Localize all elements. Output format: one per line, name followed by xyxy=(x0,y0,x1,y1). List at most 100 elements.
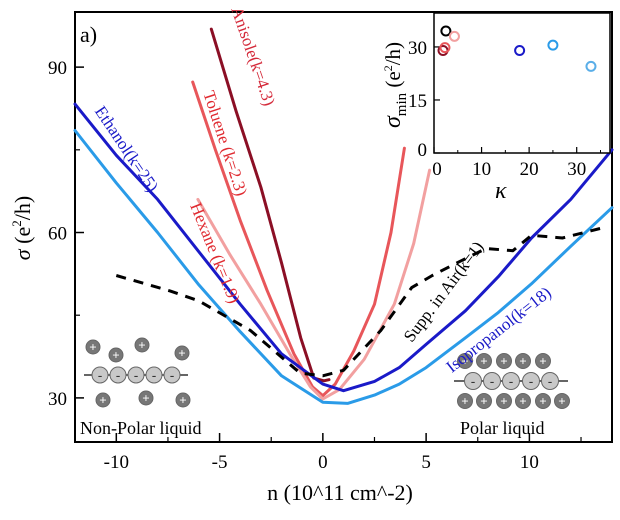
negative-ion-icon: - xyxy=(127,366,145,384)
ion-circle xyxy=(174,345,190,361)
inset-y-tick-label: 30 xyxy=(408,38,427,59)
series-line-4 xyxy=(73,129,614,405)
ion-sign: + xyxy=(461,394,468,409)
inset-point-3 xyxy=(448,30,460,42)
ion-sign: + xyxy=(138,338,145,353)
ion-sign: + xyxy=(519,394,526,409)
ion-circle xyxy=(476,393,492,409)
negative-ion-icon: - xyxy=(464,372,482,390)
ion-sign: - xyxy=(548,374,552,389)
inset-y-tick-label: 0 xyxy=(418,140,428,161)
ion-sign: - xyxy=(98,368,102,383)
ion-circle xyxy=(541,372,559,390)
ion-circle xyxy=(535,353,551,369)
inset-x-tick-label: 10 xyxy=(472,159,491,180)
inset-x-tick-label: 0 xyxy=(432,159,442,180)
ion-circle xyxy=(457,393,473,409)
positive-ion-icon: + xyxy=(85,339,101,355)
positive-ion-icon: + xyxy=(175,392,191,408)
negative-ion-icon: - xyxy=(483,372,501,390)
ion-sign: + xyxy=(539,354,546,369)
negative-ion-icon: - xyxy=(163,366,181,384)
ion-sign: - xyxy=(490,374,494,389)
ion-sign: + xyxy=(480,394,487,409)
positive-ion-icon: + xyxy=(174,345,190,361)
ion-sign: + xyxy=(461,354,468,369)
positive-ion-icon: + xyxy=(496,353,512,369)
y-tick-label: 90 xyxy=(48,58,67,79)
y-tick-label: 60 xyxy=(48,224,67,245)
negative-ion-icon: - xyxy=(522,372,540,390)
positive-ion-icon: + xyxy=(108,347,124,363)
x-tick-label: 0 xyxy=(318,452,328,473)
positive-ion-icon: + xyxy=(138,390,154,406)
negative-ion-icon: - xyxy=(145,366,163,384)
ion-circle xyxy=(515,393,531,409)
negative-ion-icon: - xyxy=(109,366,127,384)
inset-point-0 xyxy=(440,25,452,37)
ion-circle xyxy=(535,393,551,409)
ion-circle xyxy=(554,393,570,409)
ion-circle xyxy=(496,353,512,369)
inset-x-tick-label: 20 xyxy=(520,159,539,180)
panel-label: a) xyxy=(80,22,97,47)
ion-circle xyxy=(163,366,181,384)
ion-sign: - xyxy=(471,374,475,389)
positive-ion-icon: + xyxy=(515,353,531,369)
ion-sign: + xyxy=(89,340,96,355)
y-tick-label: 30 xyxy=(48,389,67,410)
positive-ion-icon: + xyxy=(554,393,570,409)
series-line-1 xyxy=(191,80,406,398)
ion-circle xyxy=(483,372,501,390)
x-tick-label: -10 xyxy=(104,452,129,473)
positive-ion-icon: + xyxy=(95,392,111,408)
ion-circle xyxy=(91,366,109,384)
x-axis-title: n (10^11 cm^-2) xyxy=(267,480,413,505)
inset-y-tick-label: 15 xyxy=(408,91,427,112)
label-anisole: Anisole(k=4.3) xyxy=(227,4,279,108)
series-line-2 xyxy=(196,168,432,401)
ion-sign: + xyxy=(178,346,185,361)
ion-circle xyxy=(457,353,473,369)
ion-circle xyxy=(145,366,163,384)
positive-ion-icon: + xyxy=(476,393,492,409)
positive-ion-icon: + xyxy=(535,393,551,409)
annotation-polar: Polar liquid xyxy=(460,418,545,438)
positive-ion-icon: + xyxy=(457,353,473,369)
ion-circle xyxy=(108,347,124,363)
positive-ion-icon: + xyxy=(134,337,150,353)
ion-circle xyxy=(109,366,127,384)
ion-circle xyxy=(134,337,150,353)
ion-sign: + xyxy=(539,394,546,409)
ion-sign: + xyxy=(558,394,565,409)
ion-sign: - xyxy=(170,368,174,383)
x-tick-label: 10 xyxy=(520,452,539,473)
x-tick-label: 5 xyxy=(421,452,431,473)
series-line-3 xyxy=(73,102,614,393)
ion-sign: - xyxy=(134,368,138,383)
inset-frame xyxy=(433,12,611,154)
positive-ion-icon: + xyxy=(515,393,531,409)
x-tick-label: -5 xyxy=(212,452,228,473)
label-ethanol: Ethanol(k=25) xyxy=(91,102,162,195)
inset-point-2 xyxy=(439,42,451,54)
positive-ion-icon: + xyxy=(535,353,551,369)
ion-sign: + xyxy=(112,348,119,363)
ion-sign: + xyxy=(500,394,507,409)
ion-sign: + xyxy=(179,393,186,408)
ion-circle xyxy=(522,372,540,390)
annotation-non-polar: Non-Polar liquid xyxy=(80,418,202,438)
inset-plot: 0 10 20 30 0 15 30 xyxy=(408,12,611,180)
positive-ion-icon: + xyxy=(476,353,492,369)
ion-sign: + xyxy=(142,391,149,406)
ion-circle xyxy=(175,392,191,408)
ion-sign: - xyxy=(152,368,156,383)
inset-x-axis-title: κ xyxy=(495,178,507,204)
ion-sign: - xyxy=(116,368,120,383)
inset-x-tick-label: 30 xyxy=(567,159,586,180)
label-hexane: Hexane (k=1.9) xyxy=(186,200,244,306)
y-axis-title: σ (e2/h) xyxy=(9,196,35,260)
